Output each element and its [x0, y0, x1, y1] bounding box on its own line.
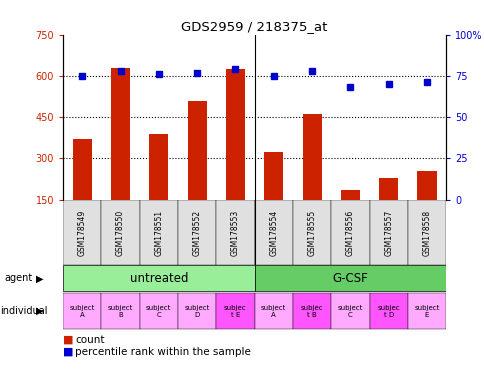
Text: subject
E: subject E: [413, 305, 439, 318]
Bar: [407, 200, 445, 265]
Bar: [187, 101, 206, 200]
Bar: [417, 171, 436, 200]
Bar: [101, 200, 139, 265]
Text: GSM178557: GSM178557: [383, 209, 393, 256]
Bar: [226, 69, 244, 200]
Bar: [178, 200, 216, 265]
Text: GSM178550: GSM178550: [116, 209, 125, 256]
Text: GSM178552: GSM178552: [192, 209, 201, 256]
Bar: [302, 114, 321, 200]
Bar: [378, 178, 397, 200]
Text: subject
D: subject D: [184, 305, 210, 318]
Text: count: count: [75, 334, 105, 345]
Text: subjec
t B: subjec t B: [300, 305, 323, 318]
Bar: [216, 293, 254, 329]
Text: subject
C: subject C: [337, 305, 363, 318]
Text: percentile rank within the sample: percentile rank within the sample: [75, 347, 251, 357]
Bar: [178, 293, 216, 329]
Text: ▶: ▶: [36, 306, 44, 316]
Bar: [216, 200, 254, 265]
Text: G-CSF: G-CSF: [332, 272, 367, 285]
Bar: [331, 293, 369, 329]
Bar: [149, 134, 168, 200]
Text: subjec
t D: subjec t D: [377, 305, 399, 318]
Bar: [369, 200, 407, 265]
Bar: [331, 200, 369, 265]
Bar: [292, 200, 331, 265]
Text: subject
A: subject A: [260, 305, 286, 318]
Bar: [340, 190, 359, 200]
Text: GSM178555: GSM178555: [307, 209, 316, 256]
Bar: [111, 68, 130, 200]
Bar: [63, 265, 254, 291]
Text: untreated: untreated: [129, 272, 188, 285]
Bar: [369, 293, 407, 329]
Text: GSM178553: GSM178553: [230, 209, 240, 256]
Text: ▶: ▶: [36, 273, 44, 283]
Bar: [254, 293, 292, 329]
Bar: [139, 200, 178, 265]
Text: ■: ■: [63, 334, 74, 345]
Bar: [407, 293, 445, 329]
Bar: [264, 152, 283, 200]
Text: subject
C: subject C: [146, 305, 171, 318]
Text: subject
B: subject B: [107, 305, 133, 318]
Text: subjec
t E: subjec t E: [224, 305, 246, 318]
Bar: [139, 293, 178, 329]
Text: ■: ■: [63, 347, 74, 357]
Bar: [63, 293, 101, 329]
Bar: [254, 265, 445, 291]
Bar: [292, 293, 331, 329]
Text: GSM178558: GSM178558: [422, 209, 431, 256]
Text: GSM178556: GSM178556: [345, 209, 354, 256]
Text: agent: agent: [5, 273, 33, 283]
Title: GDS2959 / 218375_at: GDS2959 / 218375_at: [181, 20, 327, 33]
Text: GSM178551: GSM178551: [154, 209, 163, 256]
Text: GSM178554: GSM178554: [269, 209, 278, 256]
Text: GSM178549: GSM178549: [77, 209, 87, 256]
Bar: [63, 200, 101, 265]
Bar: [73, 139, 91, 200]
Text: subject
A: subject A: [69, 305, 95, 318]
Bar: [254, 200, 292, 265]
Bar: [101, 293, 139, 329]
Text: individual: individual: [0, 306, 47, 316]
